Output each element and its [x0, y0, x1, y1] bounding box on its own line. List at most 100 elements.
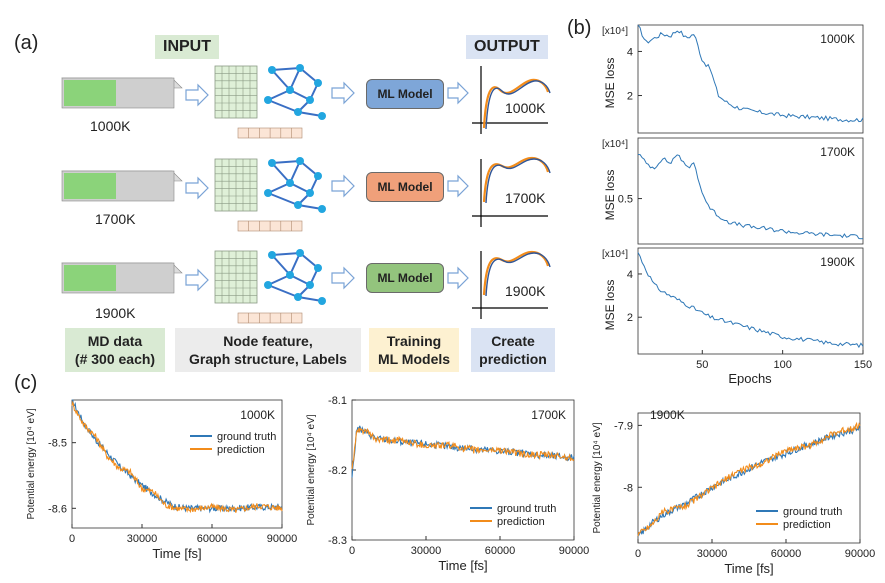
x-tick-label: 0 [635, 548, 641, 560]
input-header: INPUT [155, 35, 219, 59]
plot-frame [71, 399, 283, 529]
y-axis-label: Potential energy [10⁴ eV] [26, 408, 37, 519]
graph-node [318, 205, 326, 213]
x-tick-label: 60000 [771, 548, 802, 560]
x-tick-label: 100 [773, 359, 791, 371]
footer-training-line2: ML Models [377, 351, 451, 367]
panel-a-label: (a) [14, 32, 39, 54]
graph-node [314, 79, 322, 87]
flow-arrow [185, 83, 209, 107]
row3-temp: 1900K [95, 305, 136, 321]
panel-a-diagram [61, 64, 551, 324]
x-tick-label: 0 [69, 533, 75, 545]
ml-model-1700k: ML Model [366, 172, 444, 202]
y-tick-label: 4 [627, 46, 633, 58]
graph-node [264, 281, 272, 289]
graph-edge [267, 274, 291, 286]
series-line-loss [637, 252, 864, 349]
row1-temp: 1000K [90, 118, 131, 134]
scale-label: [x10⁴] [602, 26, 628, 37]
graph-node [306, 281, 314, 289]
graph-node [318, 112, 326, 120]
graph-edge [289, 252, 301, 276]
graph-node [318, 297, 326, 305]
plot-title: 1000K [820, 32, 855, 46]
graph-edge [267, 192, 299, 206]
graph-node [296, 249, 304, 257]
graph-edge [271, 67, 301, 71]
output-truth-curve [485, 80, 551, 130]
row2-temp: 1700K [95, 211, 136, 227]
plot-title: 1000K [240, 408, 275, 422]
plot-frame [637, 137, 864, 245]
footer-training: Training ML Models [369, 328, 459, 372]
y-tick-label: -8.1 [328, 395, 347, 407]
flow-arrow [331, 266, 355, 290]
flow-arrow [331, 81, 355, 105]
footer-node-line2: Graph structure, Labels [189, 351, 347, 367]
y-tick-label: -7.9 [614, 420, 633, 432]
scale-label: [x10⁴] [602, 249, 628, 260]
graph-node [306, 96, 314, 104]
x-tick-label: 60000 [485, 545, 516, 557]
y-tick-label: 0.5 [618, 194, 633, 206]
graph-edge [297, 111, 323, 117]
flow-arrow [447, 266, 469, 290]
x-axis-label: Epochs [728, 371, 772, 386]
x-tick-label: 90000 [267, 533, 298, 545]
graph-node [314, 264, 322, 272]
y-axis-label: MSE loss [603, 280, 617, 331]
plot-title: 1900K [650, 408, 685, 422]
y-tick-label: -8 [623, 482, 633, 494]
graph-node [296, 64, 304, 72]
graph-edge [271, 254, 291, 276]
md-slab-green-region [64, 173, 116, 199]
y-axis-label: MSE loss [603, 170, 617, 221]
graph-node [286, 271, 294, 279]
footer-training-line1: Training [386, 333, 442, 349]
scale-label: [x10⁴] [602, 139, 628, 150]
output-label-1900k: 1900K [505, 283, 546, 299]
graph-edge [271, 69, 291, 91]
graph-node [314, 172, 322, 180]
graph-edge [267, 89, 291, 101]
plot-title: 1700K [820, 145, 855, 159]
x-tick-label: 90000 [559, 545, 590, 557]
x-tick-label: 90000 [845, 548, 876, 560]
footer-md-line2: (# 300 each) [74, 351, 156, 367]
y-tick-label: 2 [627, 91, 633, 103]
y-tick-label: 2 [627, 312, 633, 324]
plot-title: 1700K [531, 408, 566, 422]
output-label-1000k: 1000K [505, 100, 546, 116]
graph-node [286, 86, 294, 94]
footer-pred-line2: prediction [479, 351, 547, 367]
flow-arrow [447, 81, 469, 105]
x-axis-label: Time [fs] [724, 561, 773, 576]
flow-arrow [185, 176, 209, 200]
graph-edge [267, 284, 299, 298]
flow-arrow [185, 268, 209, 292]
legend-label: ground truth [783, 506, 842, 518]
y-tick-label: 4 [627, 269, 633, 281]
graph-node [306, 189, 314, 197]
panel-b-label: (b) [567, 17, 592, 39]
x-tick-label: 50 [696, 359, 708, 371]
x-axis-label: Time [fs] [152, 546, 201, 561]
y-tick-label: -8.5 [48, 438, 67, 450]
x-tick-label: 30000 [127, 533, 158, 545]
graph-node [294, 201, 302, 209]
graph-edge [271, 252, 301, 256]
series-line-prediction [637, 421, 861, 537]
graph-node [294, 108, 302, 116]
legend-label: prediction [497, 516, 545, 528]
graph-node [264, 189, 272, 197]
graph-edge [267, 182, 291, 194]
output-label-1700k: 1700K [505, 190, 546, 206]
legend-label: ground truth [497, 503, 556, 515]
output-truth-curve [485, 252, 551, 297]
y-tick-label: -8.3 [328, 535, 347, 547]
series-line-prediction [71, 400, 283, 514]
footer-md-line1: MD data [87, 333, 143, 349]
x-tick-label: 60000 [197, 533, 228, 545]
